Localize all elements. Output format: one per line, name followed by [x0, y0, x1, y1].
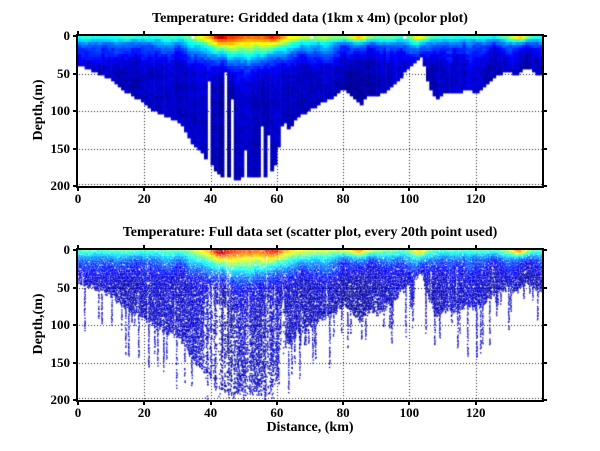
tick-mark [77, 31, 79, 34]
tick-mark [143, 188, 146, 191]
y-tick-label: 200 [50, 178, 71, 193]
x-tick-label: 60 [270, 405, 284, 420]
tick-mark [544, 399, 547, 401]
tick-mark [73, 72, 76, 75]
tick-mark [73, 249, 76, 251]
tick-mark [73, 361, 76, 364]
tick-mark [73, 286, 76, 289]
y-tick-label: 150 [50, 140, 71, 156]
scatter-canvas [78, 250, 542, 400]
tick-mark [73, 324, 76, 326]
y-tick-label: 100 [50, 317, 71, 332]
tick-mark [73, 185, 76, 187]
tick-mark [73, 110, 76, 112]
x-axis-label: Distance, (km) [266, 420, 354, 435]
y-tick-label: 0 [63, 28, 71, 43]
pcolor-canvas [78, 36, 542, 186]
pcolor-plot-area [78, 36, 542, 186]
pcolor-title: Temperature: Gridded data (1km x 4m) (pc… [152, 11, 468, 26]
tick-mark [209, 188, 212, 191]
x-tick-label: 20 [137, 191, 151, 206]
tick-mark [143, 245, 146, 248]
x-tick-label: 120 [465, 191, 486, 206]
x-tick-label: 80 [336, 191, 350, 206]
tick-mark [275, 402, 278, 405]
tick-mark [77, 188, 79, 191]
scatter-plot-area [78, 250, 542, 400]
tick-mark [209, 245, 212, 248]
tick-mark [73, 147, 76, 150]
tick-mark [544, 361, 547, 364]
tick-mark [143, 31, 146, 34]
y-tick-label: 100 [50, 103, 71, 118]
x-tick-label: 0 [74, 191, 82, 206]
x-tick-label: 120 [465, 405, 486, 420]
x-tick-label: 100 [399, 405, 420, 420]
y-tick-label: 50 [57, 65, 70, 81]
x-tick-label: 0 [74, 405, 82, 420]
tick-mark [408, 31, 411, 34]
tick-mark [474, 402, 477, 405]
tick-mark [143, 402, 146, 405]
tick-mark [544, 35, 547, 37]
tick-mark [544, 72, 547, 75]
tick-mark [77, 245, 79, 248]
tick-mark [544, 324, 547, 326]
tick-mark [342, 31, 345, 34]
tick-mark [342, 402, 345, 405]
tick-mark [408, 402, 411, 405]
tick-mark [77, 402, 79, 405]
y-tick-label: 200 [50, 392, 71, 407]
y-tick-label: 150 [50, 354, 71, 370]
tick-mark [544, 110, 547, 112]
tick-mark [544, 147, 547, 150]
x-tick-label: 40 [204, 405, 218, 420]
x-tick-label: 60 [270, 191, 284, 206]
tick-mark [275, 245, 278, 248]
x-tick-label: 100 [399, 191, 420, 206]
tick-mark [474, 31, 477, 34]
scatter-title: Temperature: Full data set (scatter plot… [122, 225, 498, 240]
y-tick-label: 50 [57, 279, 70, 295]
x-tick-label: 80 [336, 405, 350, 420]
tick-mark [342, 188, 345, 191]
tick-mark [209, 402, 212, 405]
tick-mark [544, 286, 547, 289]
tick-mark [474, 188, 477, 191]
tick-mark [73, 399, 76, 401]
tick-mark [544, 185, 547, 187]
x-tick-label: 40 [204, 191, 218, 206]
tick-mark [474, 245, 477, 248]
tick-mark [342, 245, 345, 248]
tick-mark [408, 188, 411, 191]
tick-mark [544, 249, 547, 251]
x-tick-label: 20 [137, 405, 151, 420]
tick-mark [408, 245, 411, 248]
tick-mark [209, 31, 212, 34]
tick-mark [73, 35, 76, 37]
tick-mark [275, 31, 278, 34]
tick-mark [275, 188, 278, 191]
y-tick-label: 0 [63, 242, 71, 257]
